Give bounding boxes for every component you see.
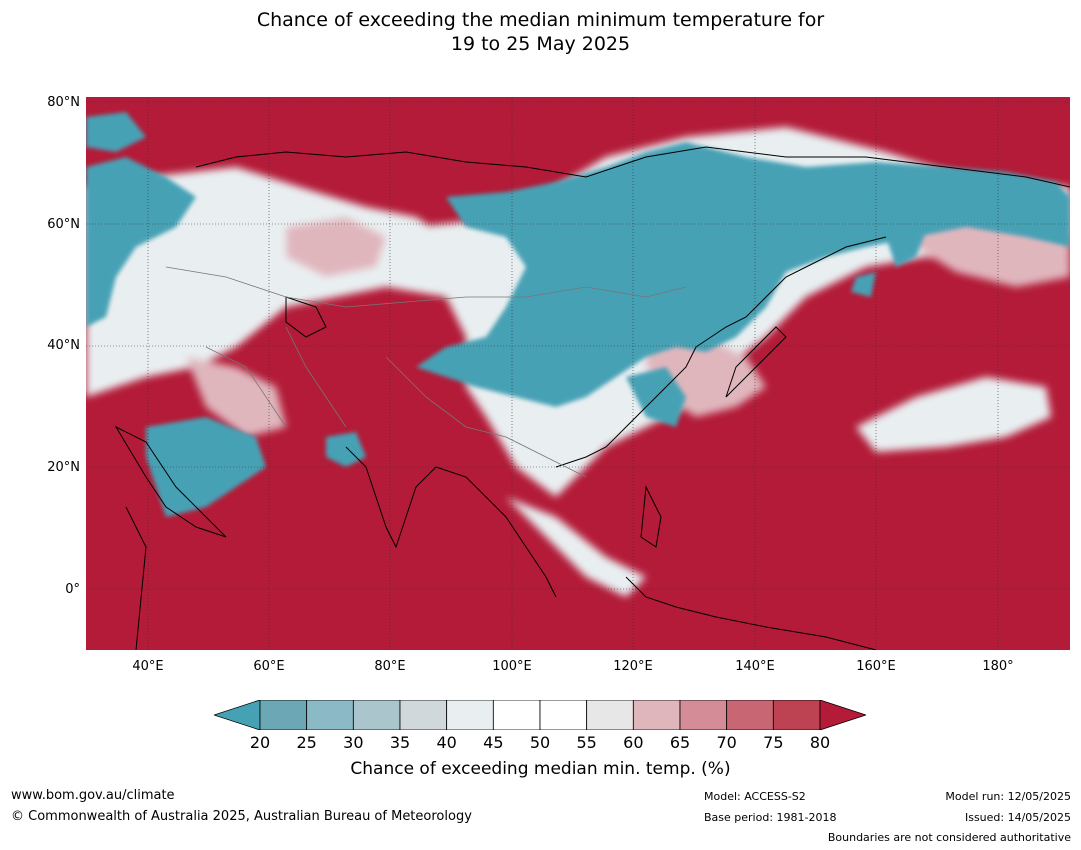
colorbar-segment: [539, 699, 588, 731]
lon-label-80e: 80°E: [374, 659, 406, 674]
lon-label-140e: 140°E: [735, 659, 775, 674]
colorbar-segment: [446, 699, 494, 731]
title-line-2: 19 to 25 May 2025: [450, 33, 631, 55]
country-boundaries: [165, 266, 687, 478]
lon-label-100e: 100°E: [492, 659, 532, 674]
lat-label-20n: 20°N: [47, 460, 80, 475]
colorbar-tick-label: 55: [576, 733, 597, 752]
title-line-1: Chance of exceeding the median minimum t…: [256, 9, 825, 31]
lon-label-40e: 40°E: [132, 659, 164, 674]
lat-label-0: 0°: [65, 582, 80, 597]
lat-label-80n: 80°N: [47, 95, 80, 110]
model-name: Model: ACCESS-S2: [704, 790, 806, 803]
colorbar-tick-label: 20: [249, 733, 271, 752]
colorbar-label: Chance of exceeding median min. temp. (%…: [350, 759, 731, 779]
website-link[interactable]: www.bom.gov.au/climate: [11, 788, 175, 803]
colorbar-tick-label: 35: [389, 733, 411, 752]
issued-date: Issued: 14/05/2025: [964, 811, 1071, 824]
map-canvas: [86, 97, 1070, 650]
lat-label-60n: 60°N: [47, 217, 80, 232]
colorbar-segment: [726, 699, 774, 731]
colorbar-tick-label: 80: [809, 733, 831, 752]
colorbar-segment: [772, 699, 821, 731]
colorbar-segment: [259, 699, 308, 731]
copyright-text: © Commonwealth of Australia 2025, Austra…: [11, 809, 472, 824]
colorbar-segment: [586, 699, 634, 731]
colorbar-segment: [306, 699, 354, 731]
colorbar-svg: [212, 699, 868, 731]
lon-label-160e: 160°E: [856, 659, 896, 674]
lat-label-40n: 40°N: [47, 338, 80, 353]
lon-label-180: 180°: [982, 659, 1014, 674]
map-gridlines: [86, 97, 1070, 650]
cool-regions: [86, 112, 1070, 517]
colorbar-tick-label: 60: [623, 733, 644, 752]
coastlines: [114, 146, 1070, 650]
colorbar-tick-label: 30: [343, 733, 364, 752]
colorbar-tick-label: 40: [436, 733, 457, 752]
base-period: Base period: 1981-2018: [704, 811, 837, 824]
model-run-date: Model run: 12/05/2025: [945, 790, 1071, 803]
probability-map: [86, 97, 1070, 650]
lon-label-120e: 120°E: [613, 659, 653, 674]
colorbar-segment: [352, 699, 401, 731]
boundaries-disclaimer: Boundaries are not considered authoritat…: [827, 831, 1071, 844]
colorbar-segment: [679, 699, 728, 731]
colorbar-segment: [632, 699, 681, 731]
colorbar-tick-label: 65: [669, 733, 691, 752]
colorbar-tick-label: 75: [763, 733, 784, 752]
colorbar-under-arrow: [212, 699, 261, 731]
colorbar-tick-label: 25: [296, 733, 317, 752]
colorbar-tick-label: 45: [483, 733, 504, 752]
colorbar-segment: [492, 699, 541, 731]
colorbar-tick-label: 70: [716, 733, 737, 752]
colorbar-segment: [399, 699, 448, 731]
map-title: Chance of exceeding the median minimum t…: [0, 8, 1081, 56]
colorbar: [212, 699, 868, 731]
colorbar-over-arrow: [819, 699, 868, 731]
colorbar-tick-label: 50: [529, 733, 551, 752]
lon-label-60e: 60°E: [253, 659, 285, 674]
